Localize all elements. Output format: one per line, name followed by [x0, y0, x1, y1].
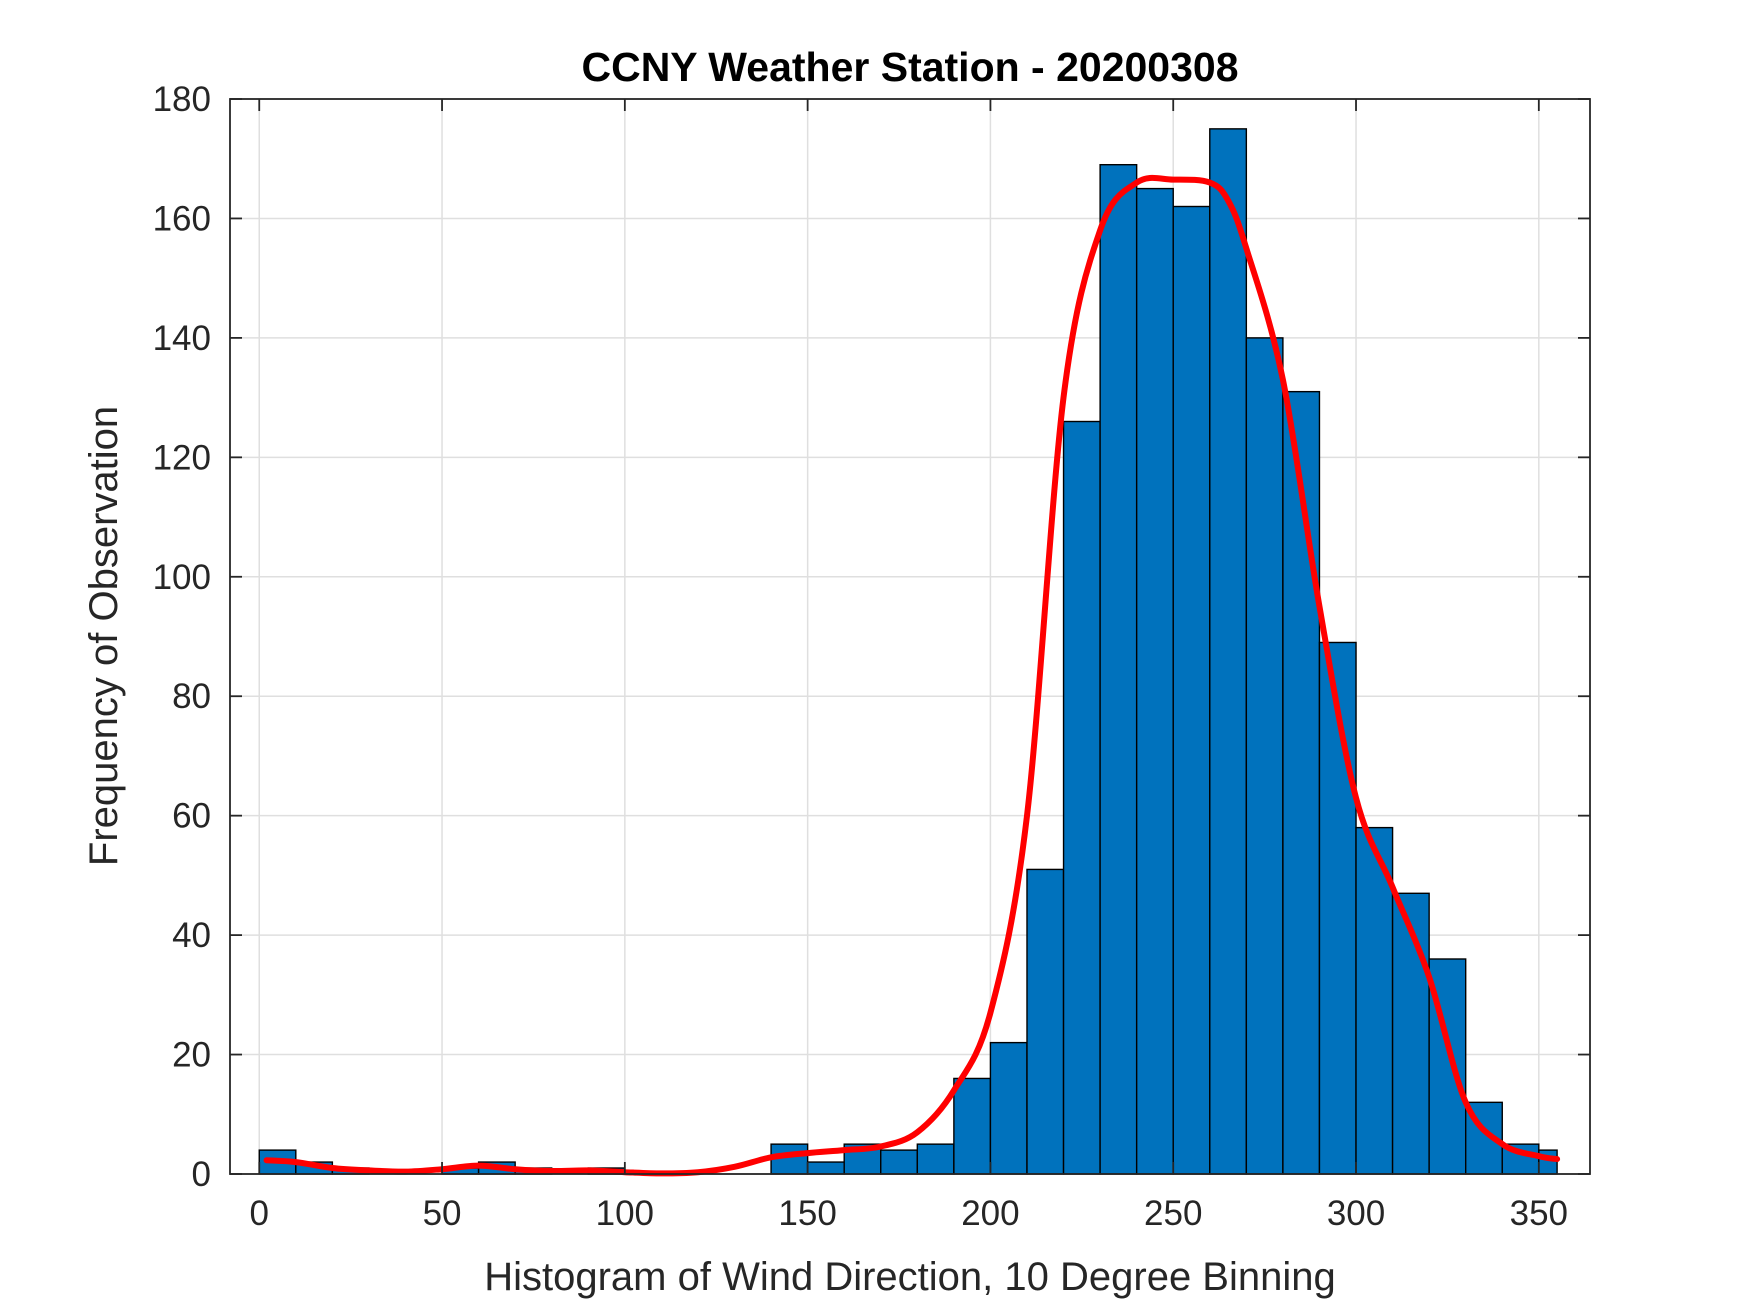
x-tick-label: 350	[1510, 1194, 1568, 1233]
y-tick-labels: 0 20 40 60 80 100 120 140 160 180	[153, 80, 211, 1194]
y-tick-label: 140	[153, 319, 211, 358]
x-tick-label: 200	[961, 1194, 1019, 1233]
density-curve	[263, 174, 1561, 1177]
y-tick-label: 120	[153, 438, 211, 477]
histogram-bar	[1282, 390, 1321, 1175]
x-tick-label: 100	[596, 1194, 654, 1233]
x-tick-label: 250	[1144, 1194, 1202, 1233]
histogram-bar	[989, 1041, 1028, 1175]
histogram-bar	[1538, 1149, 1558, 1175]
x-tick-label: 0	[250, 1194, 269, 1233]
y-tick-label: 0	[192, 1155, 211, 1194]
histogram-bar	[1172, 205, 1211, 1175]
x-tick-label: 300	[1327, 1194, 1385, 1233]
y-tick-label: 80	[172, 677, 211, 716]
chart-title: CCNY Weather Station - 20200308	[581, 44, 1238, 90]
histogram-bar	[1209, 128, 1248, 1175]
axes-box	[229, 98, 1591, 1175]
y-tick-label: 20	[172, 1036, 211, 1075]
histogram-bar	[916, 1143, 955, 1175]
histogram-bar	[806, 1161, 845, 1175]
y-tick-label: 60	[172, 797, 211, 836]
histogram-bar	[1099, 163, 1138, 1175]
histogram-bar	[880, 1149, 919, 1175]
plot-frame	[229, 98, 1591, 1175]
histogram-bar	[1355, 826, 1394, 1175]
y-tick-label: 180	[153, 80, 211, 119]
histogram-bar	[953, 1077, 992, 1175]
x-tick-labels: 0 50 100 150 200 250 300 350	[250, 1194, 1569, 1233]
histogram-bar	[1026, 868, 1065, 1175]
histogram-bar	[1062, 420, 1101, 1175]
y-axis-label: Frequency of Observation	[82, 406, 126, 866]
histogram-bars	[258, 128, 1558, 1175]
y-tick-label: 160	[153, 199, 211, 238]
x-tick-label: 50	[423, 1194, 462, 1233]
histogram-bar	[1245, 337, 1284, 1175]
y-tick-label: 100	[153, 558, 211, 597]
x-tick-label: 150	[778, 1194, 836, 1233]
x-axis-label: Histogram of Wind Direction, 10 Degree B…	[484, 1255, 1336, 1299]
y-tick-label: 40	[172, 916, 211, 955]
histogram-bar	[1135, 187, 1174, 1175]
